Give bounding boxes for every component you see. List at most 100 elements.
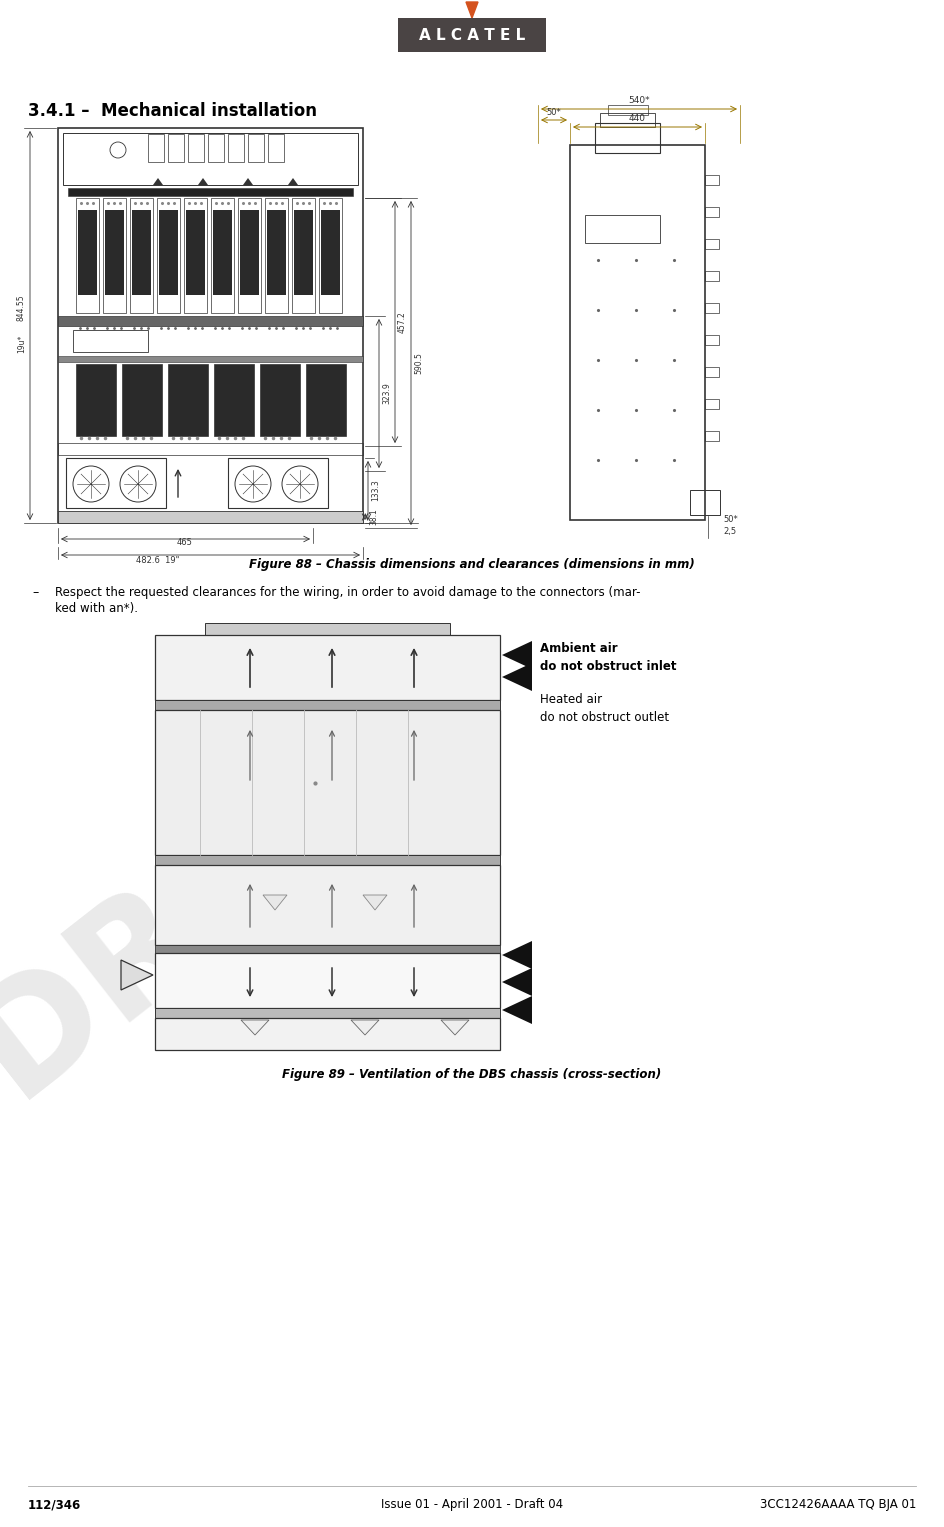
- Bar: [705, 208, 719, 217]
- Bar: [58, 356, 363, 362]
- Bar: [705, 334, 719, 345]
- Bar: [608, 105, 648, 115]
- Bar: [705, 176, 719, 185]
- Bar: [155, 635, 500, 699]
- Bar: [267, 211, 286, 295]
- Bar: [705, 302, 719, 313]
- Bar: [155, 945, 500, 953]
- Text: 540*: 540*: [628, 96, 649, 105]
- Bar: [105, 211, 124, 295]
- Bar: [58, 316, 363, 325]
- Text: 112/346: 112/346: [28, 1498, 81, 1512]
- Bar: [132, 211, 151, 295]
- Polygon shape: [198, 179, 208, 185]
- Polygon shape: [153, 179, 163, 185]
- Bar: [265, 199, 288, 313]
- Bar: [68, 188, 353, 195]
- Bar: [76, 199, 99, 313]
- Polygon shape: [241, 1020, 269, 1035]
- Text: Issue 01 - April 2001 - Draft 04: Issue 01 - April 2001 - Draft 04: [381, 1498, 563, 1512]
- Bar: [159, 211, 178, 295]
- Bar: [155, 710, 500, 855]
- Bar: [155, 864, 500, 945]
- Text: 457.2: 457.2: [398, 312, 407, 333]
- Bar: [570, 145, 705, 521]
- Bar: [211, 199, 234, 313]
- Polygon shape: [502, 996, 532, 1025]
- Bar: [58, 128, 363, 524]
- Text: DRAFT: DRAFT: [0, 655, 486, 1124]
- Bar: [294, 211, 313, 295]
- Bar: [186, 211, 205, 295]
- Bar: [205, 623, 450, 635]
- Text: 590.5: 590.5: [414, 353, 423, 374]
- Bar: [103, 199, 126, 313]
- Text: 844.55: 844.55: [17, 295, 26, 321]
- Text: Figure 89 – Ventilation of the DBS chassis (cross-section): Figure 89 – Ventilation of the DBS chass…: [282, 1067, 662, 1081]
- Bar: [184, 199, 207, 313]
- Text: 19u*: 19u*: [17, 334, 26, 353]
- Text: 482.6  19": 482.6 19": [136, 556, 179, 565]
- Bar: [585, 215, 660, 243]
- Bar: [122, 363, 162, 437]
- Bar: [705, 240, 719, 249]
- Bar: [155, 1019, 500, 1051]
- Bar: [58, 512, 363, 524]
- Polygon shape: [502, 641, 532, 669]
- Text: 465: 465: [177, 538, 193, 547]
- Text: Heated air
do not obstruct outlet: Heated air do not obstruct outlet: [540, 693, 669, 724]
- Text: Ambient air
do not obstruct inlet: Ambient air do not obstruct inlet: [540, 641, 677, 672]
- Bar: [130, 199, 153, 313]
- Text: –: –: [32, 586, 39, 599]
- Bar: [319, 199, 342, 313]
- Polygon shape: [288, 179, 298, 185]
- Bar: [240, 211, 259, 295]
- Bar: [155, 699, 500, 710]
- Polygon shape: [351, 1020, 379, 1035]
- Bar: [155, 1008, 500, 1019]
- Text: 3CC12426AAAA TQ BJA 01: 3CC12426AAAA TQ BJA 01: [760, 1498, 916, 1512]
- Bar: [260, 363, 300, 437]
- Bar: [398, 18, 546, 52]
- Polygon shape: [121, 960, 153, 989]
- Bar: [155, 953, 500, 1008]
- Polygon shape: [502, 968, 532, 996]
- Bar: [705, 399, 719, 409]
- Bar: [157, 199, 180, 313]
- Bar: [213, 211, 232, 295]
- Polygon shape: [466, 2, 478, 18]
- Bar: [228, 458, 328, 508]
- Polygon shape: [502, 663, 532, 692]
- Text: 3.4.1 –  Mechanical installation: 3.4.1 – Mechanical installation: [28, 102, 317, 121]
- Text: 133.3: 133.3: [371, 479, 380, 501]
- Bar: [248, 134, 264, 162]
- Bar: [208, 134, 224, 162]
- Polygon shape: [502, 941, 532, 970]
- Bar: [168, 134, 184, 162]
- Text: 38.1: 38.1: [369, 508, 378, 525]
- Text: A L C A T E L: A L C A T E L: [419, 29, 525, 43]
- Bar: [78, 211, 97, 295]
- Bar: [690, 490, 720, 515]
- Bar: [155, 855, 500, 864]
- Bar: [214, 363, 254, 437]
- Bar: [705, 270, 719, 281]
- Text: 2,5: 2,5: [723, 527, 736, 536]
- Bar: [705, 431, 719, 441]
- Polygon shape: [441, 1020, 469, 1035]
- Bar: [168, 363, 208, 437]
- Bar: [63, 133, 358, 185]
- Bar: [66, 458, 166, 508]
- Bar: [306, 363, 346, 437]
- Bar: [292, 199, 315, 313]
- Text: 323.9: 323.9: [382, 383, 391, 405]
- Bar: [705, 366, 719, 377]
- Text: 50*: 50*: [723, 515, 738, 524]
- Bar: [268, 134, 284, 162]
- Bar: [595, 124, 660, 153]
- Polygon shape: [263, 895, 287, 910]
- Text: 50*: 50*: [547, 108, 562, 118]
- Bar: [188, 134, 204, 162]
- Bar: [600, 113, 655, 127]
- Bar: [238, 199, 261, 313]
